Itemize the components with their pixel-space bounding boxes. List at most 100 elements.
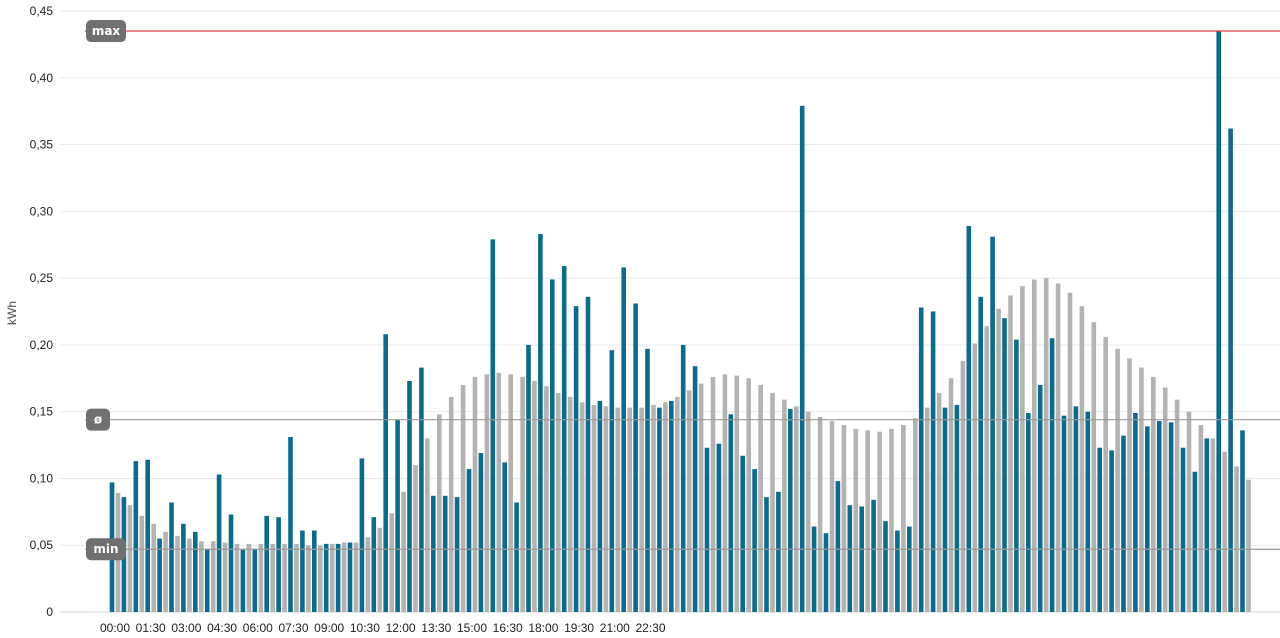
bar-comparison[interactable] bbox=[1234, 466, 1239, 612]
bar-comparison[interactable] bbox=[1198, 425, 1204, 612]
bar-current[interactable] bbox=[502, 462, 507, 612]
bar-current[interactable] bbox=[442, 495, 448, 612]
bar-comparison[interactable] bbox=[758, 384, 763, 612]
bar-current[interactable] bbox=[1168, 422, 1174, 612]
bar-comparison[interactable] bbox=[663, 402, 668, 612]
bar-comparison[interactable] bbox=[1091, 322, 1097, 612]
bar-comparison[interactable] bbox=[1127, 358, 1132, 612]
bar-current[interactable] bbox=[871, 499, 876, 612]
bar-current[interactable] bbox=[1014, 339, 1019, 612]
bar-comparison[interactable] bbox=[794, 406, 799, 612]
bar-current[interactable] bbox=[228, 514, 234, 612]
bar-current[interactable] bbox=[669, 400, 674, 612]
bar-current[interactable] bbox=[1204, 438, 1210, 612]
bar-comparison[interactable] bbox=[520, 376, 525, 612]
bar-current[interactable] bbox=[419, 367, 424, 612]
bar-current[interactable] bbox=[264, 515, 269, 612]
bar-comparison[interactable] bbox=[889, 429, 894, 612]
bar-comparison[interactable] bbox=[210, 541, 216, 612]
bar-current[interactable] bbox=[847, 505, 853, 612]
bar-comparison[interactable] bbox=[460, 384, 466, 612]
bar-comparison[interactable] bbox=[841, 425, 847, 612]
bar-current[interactable] bbox=[1216, 31, 1221, 613]
bar-comparison[interactable] bbox=[865, 430, 870, 612]
bar-comparison[interactable] bbox=[353, 542, 359, 612]
bar-current[interactable] bbox=[954, 404, 960, 612]
bar-comparison[interactable] bbox=[425, 438, 430, 612]
bar-comparison[interactable] bbox=[686, 390, 692, 612]
bar-current[interactable] bbox=[788, 408, 793, 612]
bar-comparison[interactable] bbox=[294, 543, 299, 612]
bar-current[interactable] bbox=[645, 348, 650, 612]
bar-comparison[interactable] bbox=[627, 407, 632, 612]
bar-comparison[interactable] bbox=[675, 396, 680, 612]
bar-current[interactable] bbox=[300, 530, 305, 612]
bar-current[interactable] bbox=[1037, 384, 1043, 612]
bar-current[interactable] bbox=[383, 334, 388, 612]
bar-current[interactable] bbox=[573, 306, 579, 612]
bar-comparison[interactable] bbox=[175, 535, 180, 612]
bar-current[interactable] bbox=[490, 239, 496, 612]
bar-current[interactable] bbox=[1228, 128, 1233, 613]
bar-current[interactable] bbox=[466, 469, 472, 612]
bar-current[interactable] bbox=[395, 419, 400, 612]
bar-current[interactable] bbox=[1240, 430, 1245, 612]
bar-current[interactable] bbox=[1109, 450, 1114, 612]
bar-current[interactable] bbox=[240, 549, 246, 612]
bar-comparison[interactable] bbox=[651, 404, 656, 612]
bar-current[interactable] bbox=[680, 344, 686, 612]
bar-current[interactable] bbox=[1002, 318, 1007, 612]
bar-current[interactable] bbox=[918, 307, 924, 612]
bar-comparison[interactable] bbox=[1008, 295, 1013, 612]
bar-current[interactable] bbox=[335, 543, 341, 612]
bar-comparison[interactable] bbox=[389, 513, 394, 612]
bar-comparison[interactable] bbox=[270, 543, 275, 612]
bar-comparison[interactable] bbox=[984, 326, 989, 612]
bar-comparison[interactable] bbox=[377, 527, 383, 612]
bar-comparison[interactable] bbox=[199, 541, 204, 612]
bar-comparison[interactable] bbox=[1151, 376, 1156, 612]
bar-current[interactable] bbox=[752, 469, 757, 612]
bar-current[interactable] bbox=[609, 350, 615, 612]
bar-current[interactable] bbox=[966, 226, 972, 612]
bar-comparison[interactable] bbox=[722, 374, 728, 612]
bar-comparison[interactable] bbox=[472, 376, 478, 612]
bar-current[interactable] bbox=[728, 414, 734, 612]
bar-comparison[interactable] bbox=[341, 542, 347, 612]
bar-current[interactable] bbox=[181, 523, 186, 612]
bar-current[interactable] bbox=[216, 474, 222, 612]
bar-comparison[interactable] bbox=[853, 429, 859, 612]
bar-comparison[interactable] bbox=[151, 523, 156, 612]
bar-comparison[interactable] bbox=[544, 386, 549, 612]
bar-current[interactable] bbox=[359, 458, 365, 612]
bar-comparison[interactable] bbox=[1043, 278, 1049, 612]
bar-comparison[interactable] bbox=[996, 308, 1001, 612]
bar-current[interactable] bbox=[514, 502, 519, 612]
bar-comparison[interactable] bbox=[329, 543, 335, 612]
bar-comparison[interactable] bbox=[306, 545, 311, 612]
bar-comparison[interactable] bbox=[924, 407, 930, 612]
bar-comparison[interactable] bbox=[556, 392, 561, 612]
bar-current[interactable] bbox=[538, 234, 543, 612]
bar-current[interactable] bbox=[930, 311, 936, 613]
bar-current[interactable] bbox=[716, 443, 722, 612]
bar-current[interactable] bbox=[835, 481, 841, 612]
bar-current[interactable] bbox=[478, 453, 484, 612]
bar-comparison[interactable] bbox=[127, 505, 133, 612]
bar-current[interactable] bbox=[1073, 406, 1079, 612]
bar-current[interactable] bbox=[633, 303, 638, 612]
bar-comparison[interactable] bbox=[1222, 451, 1227, 612]
bar-comparison[interactable] bbox=[318, 545, 323, 612]
bar-comparison[interactable] bbox=[187, 538, 192, 612]
bar-comparison[interactable] bbox=[246, 543, 252, 612]
bar-current[interactable] bbox=[526, 344, 531, 612]
bar-current[interactable] bbox=[454, 497, 460, 612]
bar-comparison[interactable] bbox=[496, 372, 502, 612]
bar-current[interactable] bbox=[859, 506, 864, 612]
bar-comparison[interactable] bbox=[437, 414, 442, 612]
bar-comparison[interactable] bbox=[746, 378, 751, 612]
bar-current[interactable] bbox=[990, 236, 995, 612]
bar-comparison[interactable] bbox=[222, 542, 228, 612]
bar-comparison[interactable] bbox=[1032, 279, 1037, 612]
bar-comparison[interactable] bbox=[163, 531, 168, 612]
